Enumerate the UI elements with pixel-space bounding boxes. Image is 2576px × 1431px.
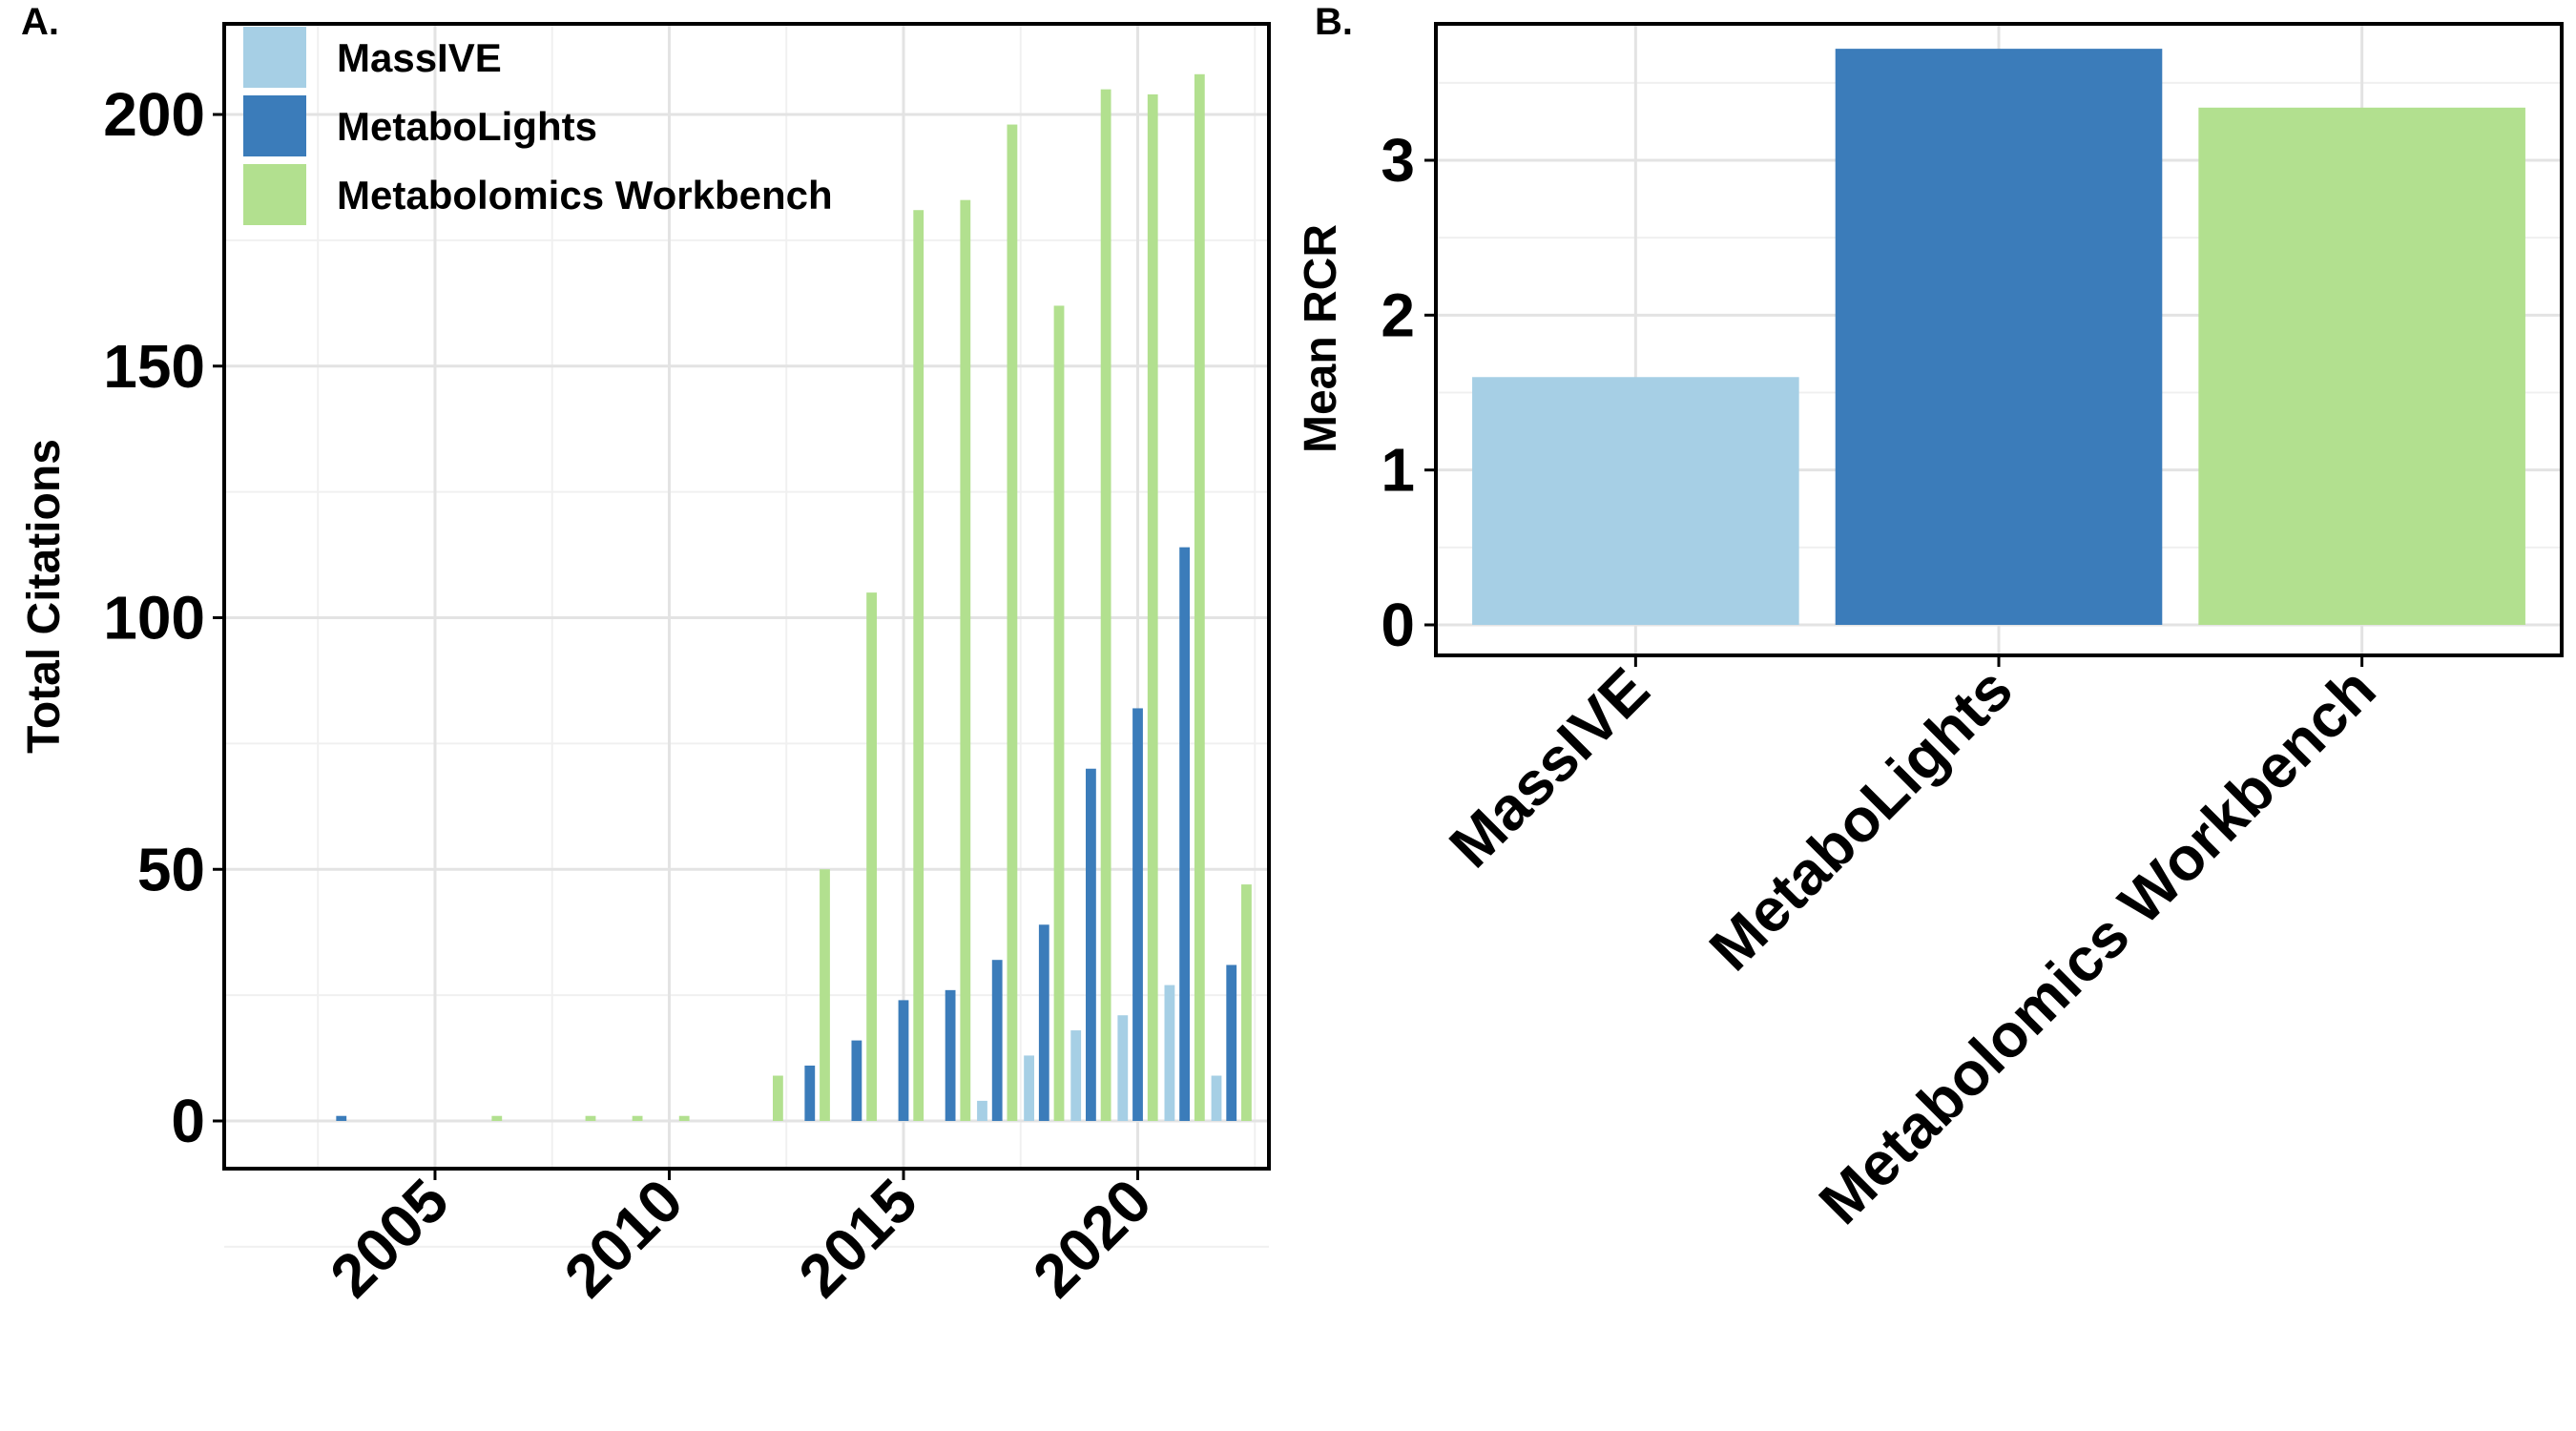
bar-massive-2020 [1117,1015,1129,1121]
bar-metabolights-2016 [945,989,956,1121]
bar-metabolomics-workbench-2021 [1194,73,1205,1121]
legend-item-metabolights: MetaboLights [243,95,597,156]
panel-a-x-tick-label: 2010 [551,1166,696,1311]
bar-metabolights-2014 [851,1040,862,1121]
panel-a-series-metabolights [336,547,1237,1121]
bar-massive-2018 [1024,1055,1034,1121]
bar-metabolomics-workbench-2018 [1053,305,1065,1121]
bar-metabolights-2021 [1179,547,1191,1121]
bar-metabolomics-workbench-2022 [1241,884,1252,1121]
bar-metabolights-2022 [1226,964,1237,1121]
bar-massive-2017 [977,1100,987,1121]
legend-label-massive: MassIVE [337,35,502,80]
panel-a-y-tick-label: 50 [137,835,205,903]
legend-label-metabolomics-workbench: Metabolomics Workbench [337,173,833,218]
bar-metabolomics-workbench-2006 [491,1115,503,1121]
panel-a-x-ticks: 2005 2010 2015 2020 [317,1166,1164,1311]
panel-a-x-tick-label: 2015 [785,1166,930,1311]
bar-metabolomics-workbench-2017 [1007,124,1018,1121]
panel-a-series-metabolomics-workbench [491,73,1252,1122]
bar-metabolomics-workbench-2012 [773,1075,783,1121]
bar-metabolomics-workbench-2009 [632,1115,643,1121]
panel-b-bars [1472,49,2525,626]
legend-item-massive: MassIVE [243,27,502,88]
panel-b-y-tick-label: 3 [1381,126,1415,195]
panel-a-letter: A. [21,1,59,43]
panel-b-x-tick-label-massive: MassIVE [1436,654,1662,881]
panel-a-citations-chart: A. MassIVE MetaboLights Metabolomics Workb… [19,1,1271,1311]
bar-metabolights-2019 [1086,768,1096,1121]
bar-massive [1472,377,1799,625]
bar-metabolomics-workbench-2010 [678,1115,690,1121]
bar-metabolomics-workbench-2019 [1100,89,1111,1122]
panel-a-frame [222,22,1271,1171]
bar-metabolomics-workbench-2008 [585,1115,596,1121]
bar-metabolomics-workbench-2014 [866,592,877,1122]
legend-key-massive [243,27,306,88]
panel-b-y-tick-label: 1 [1381,436,1415,505]
bar-metabolomics-workbench-2013 [820,869,830,1121]
panel-b-rcr-chart: B. 0 1 2 3 MassIVE MetaboLightsMetabolomics … [1296,1,2564,1237]
bar-massive-2021 [1164,985,1175,1121]
legend-key-metabolomics-workbench [243,164,306,225]
panel-a-y-tick-label: 150 [103,332,205,401]
bar-metabolights-2020 [1132,708,1143,1121]
legend-item-metabolomics-workbench: Metabolomics Workbench [243,164,833,225]
panel-a-y-tick-label: 100 [103,584,205,653]
panel-a-y-tick-label: 200 [103,80,205,149]
panel-a-bars [336,73,1252,1122]
bar-metabolights-2015 [898,1000,909,1121]
panel-a-series-massive [977,985,1222,1121]
bar-metabolomics-workbench [2198,107,2525,625]
bar-massive-2022 [1211,1075,1222,1121]
panel-b-y-ticks: 0 1 2 3 [1381,126,1436,659]
bar-metabolights-2018 [1038,924,1049,1121]
panel-a-x-tick-label: 2005 [317,1166,462,1311]
bar-metabolomics-workbench-2015 [913,210,924,1122]
panel-a-y-tick-label: 0 [171,1087,205,1155]
bar-metabolights-2017 [991,960,1003,1121]
panel-a-y-ticks: 0 50 100 150 200 [103,80,224,1155]
bar-massive-2019 [1070,1030,1082,1121]
bar-metabolomics-workbench-2020 [1147,93,1158,1121]
bar-metabolights-2013 [804,1065,816,1121]
bar-metabolights [1835,49,2163,626]
legend-key-metabolights [243,95,306,156]
panel-b-y-tick-label: 0 [1381,591,1415,659]
panel-b-letter: B. [1315,1,1353,43]
bar-metabolomics-workbench-2016 [960,199,971,1122]
panel-b-y-axis-title: Mean RCR [1296,224,1346,453]
bar-metabolights-2003 [336,1115,347,1121]
panel-a-legend: MassIVE MetaboLights Metabolomics Workbenc… [243,27,833,225]
panel-b-x-tick-label-metabolights: MetaboLights [1696,654,2025,984]
legend-label-metabolights: MetaboLights [337,104,597,149]
panel-a-x-tick-label: 2020 [1020,1166,1165,1311]
panel-a-y-axis-title: Total Citations [19,439,70,754]
panel-b-y-tick-label: 2 [1381,280,1415,349]
